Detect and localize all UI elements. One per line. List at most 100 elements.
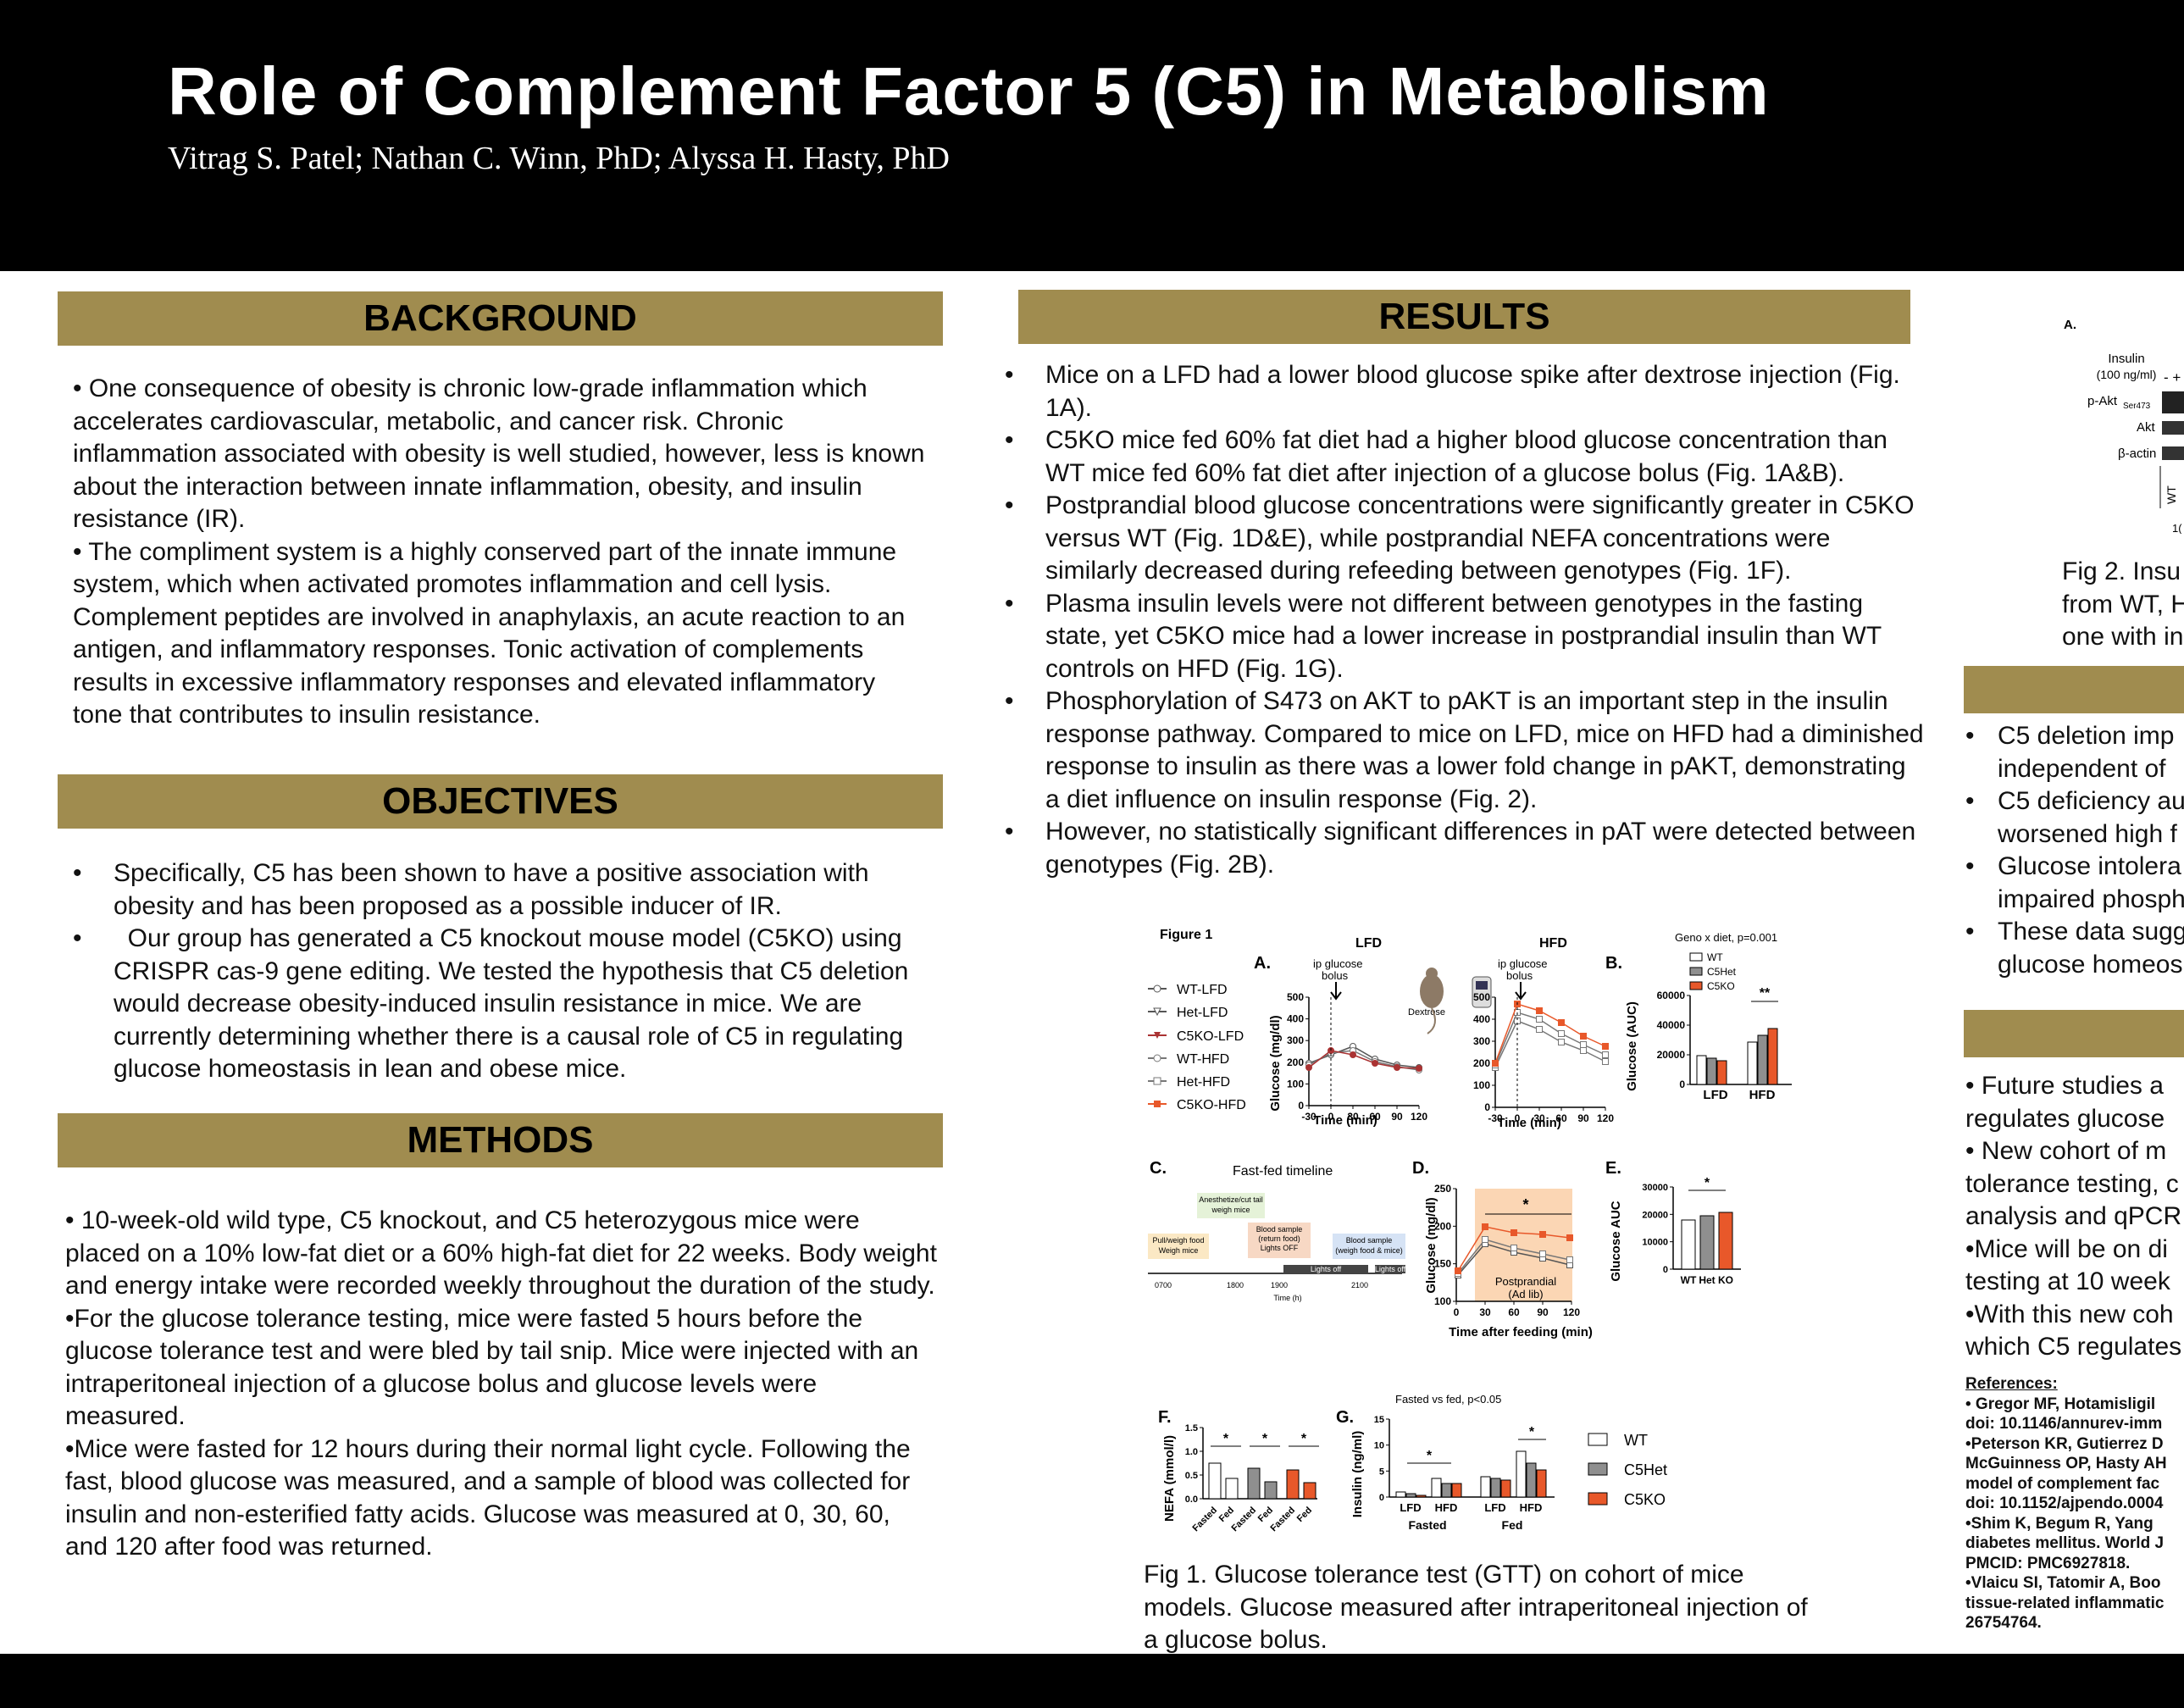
weigh-mice-label: weigh mice — [1211, 1206, 1250, 1214]
panel-a-ip-glucose: ip glucose — [1313, 957, 1363, 970]
data-point — [1537, 1027, 1543, 1033]
return-food-label: (return food) — [1258, 1234, 1300, 1243]
adlib-label: (Ad lib) — [1508, 1288, 1543, 1300]
figure-2-caption: Fig 2. Insu from WT, H one with in — [2062, 556, 2184, 654]
x-tick-label: WT — [1681, 1274, 1697, 1286]
data-point — [1540, 1251, 1546, 1257]
panel-a-axes: 0100200300400500-30 0 30 60 90 120 — [1287, 991, 1427, 1123]
time-h-label: Time (h) — [1273, 1294, 1301, 1302]
data-point — [1559, 1040, 1565, 1045]
lights-off-label: Lights OFF — [1261, 1244, 1299, 1252]
data-point — [1493, 1061, 1499, 1067]
y-tick-label: 100 — [1473, 1079, 1490, 1091]
panel-d-ylabel: Glucose (mg/dl) — [1424, 1197, 1438, 1293]
data-point — [1350, 1052, 1356, 1058]
figure-1: Figure 1 WT-LFD Het-LFD C5KO-LFD WT-HFD … — [1148, 919, 1893, 1546]
panel-a-bolus: bolus — [1322, 969, 1349, 982]
references-heading: References: — [1965, 1374, 2184, 1395]
results-list: • Mice on a LFD had a lower blood glucose… — [1045, 359, 1926, 881]
blood-sample2-label: Blood sample — [1346, 1236, 1393, 1245]
panel-e-label: E. — [1605, 1159, 1621, 1178]
dextrose-label: Dextrose — [1408, 1007, 1445, 1018]
bar — [1697, 1056, 1706, 1084]
panel-g-legend: WT C5Het C5KO — [1588, 1432, 1667, 1508]
bar — [1452, 1483, 1461, 1497]
panel-e-ylabel: Glucose AUC — [1609, 1201, 1623, 1281]
y-tick-label: 100 — [1287, 1078, 1304, 1090]
data-point — [1483, 1224, 1488, 1230]
methods-paragraph: • 10-week-old wild type, C5 knockout, an… — [65, 1205, 938, 1303]
bar — [1304, 1483, 1316, 1499]
fig2-caption-line: from WT, H — [2062, 589, 2184, 622]
list-item: • C5KO mice fed 60% fat diet had a higher… — [1045, 424, 1926, 490]
list-item: • However, no statistically significant d… — [1045, 816, 1926, 881]
data-point — [1603, 1052, 1609, 1058]
pull-food-label: Pull/weigh food — [1152, 1236, 1204, 1245]
y-tick-label: 60000 — [1657, 990, 1686, 1001]
list-item: • C5 deficiency au — [1964, 785, 2184, 818]
y-tick-label: 10000 — [1642, 1238, 1668, 1248]
fast-fed-title: Fast-fed timeline — [1233, 1164, 1333, 1178]
legend-g-c5het: C5Het — [1624, 1461, 1667, 1478]
future-line: which C5 regulates — [1965, 1331, 2184, 1364]
legend-wt: WT — [1707, 951, 1723, 963]
x-tick-label: KO — [1718, 1274, 1733, 1286]
methods-text: • 10-week-old wild type, C5 knockout, an… — [65, 1205, 938, 1564]
data-point — [1540, 1232, 1546, 1238]
y-tick-label: 0 — [1484, 1101, 1490, 1113]
reference-line: doi: 10.1146/annurev-imm — [1965, 1414, 2184, 1434]
x-tick-label: LFD — [1400, 1501, 1421, 1514]
figure1-label: Figure 1 — [1160, 928, 1212, 942]
bar — [1719, 1212, 1732, 1269]
bar — [1707, 1058, 1716, 1084]
reference-line: • Gregor MF, Hotamisligil — [1965, 1395, 2184, 1415]
x-tick-label: 0 — [1454, 1306, 1460, 1318]
y-tick-label: 500 — [1287, 991, 1304, 1003]
panel-c-label: C. — [1150, 1159, 1167, 1178]
time-2100: 2100 — [1351, 1281, 1368, 1289]
list-item: • Plasma insulin levels were not differen… — [1045, 588, 1926, 686]
panel-b-ylabel: Glucose (AUC) — [1625, 1001, 1639, 1091]
fig2-conc-label: (100 ng/ml) — [2097, 368, 2157, 381]
panel-b-hfd: HFD — [1749, 1088, 1776, 1102]
bar — [1416, 1495, 1426, 1497]
x-tick-label: LFD — [1484, 1501, 1505, 1514]
list-item: • Our group has generated a C5 knockout … — [114, 923, 910, 1086]
conclusions-heading-bar — [1964, 666, 2184, 713]
conclusions-text: • C5 deletion imp independent of • C5 defi… — [1964, 720, 2184, 981]
fig2-panel-label: A. — [2064, 318, 2076, 332]
bar — [1527, 1463, 1536, 1497]
bar — [1491, 1478, 1500, 1497]
panel-a-label: A. — [1254, 954, 1271, 973]
bar — [1209, 1463, 1221, 1499]
sig-star: * — [1301, 1432, 1307, 1446]
panel-a-hfd-xlabel: Time (min) — [1497, 1116, 1561, 1130]
fig2-caption-line: Fig 2. Insu — [2062, 556, 2184, 589]
poster-header: Role of Complement Factor 5 (C5) in Meta… — [0, 0, 2184, 271]
panel-b-legend: WT C5Het C5KO — [1690, 951, 1737, 992]
panel-e-chart: 0100002000030000WT Het KO* — [1642, 1176, 1741, 1286]
bar — [1442, 1483, 1451, 1497]
panel-a-xlabel: Time (min) — [1313, 1113, 1377, 1128]
poster-title: Role of Complement Factor 5 (C5) in Meta… — [168, 53, 1770, 130]
y-tick-label: 250 — [1434, 1183, 1451, 1195]
objectives-list: • Specifically, C5 has been shown to have… — [114, 857, 910, 1086]
x-tick-label: 90 — [1391, 1111, 1403, 1123]
panel-f-ylabel: NEFA (mmol/l) — [1162, 1435, 1177, 1522]
poster-authors: Vitrag S. Patel; Nathan C. Winn, PhD; Al… — [168, 140, 950, 177]
legend-wt-hfd: WT-HFD — [1177, 1052, 1229, 1067]
future-heading-bar — [1964, 1010, 2184, 1057]
references: References: • Gregor MF, Hotamisligil do… — [1965, 1374, 2184, 1633]
data-point — [1603, 1044, 1609, 1050]
y-tick-label: 0 — [1298, 1100, 1304, 1112]
data-point — [1372, 1061, 1378, 1067]
figure-2-blot: A. Insulin (100 ng/ml) - + p-Akt Ser473 … — [2059, 313, 2184, 534]
future-line: testing at 10 week — [1965, 1266, 2184, 1299]
bar — [1700, 1216, 1714, 1269]
data-point — [1511, 1230, 1517, 1236]
list-item: • C5 deletion imp — [1964, 720, 2184, 753]
data-point — [1394, 1065, 1400, 1071]
data-point — [1511, 1245, 1517, 1251]
x-tick-label: Fed — [1256, 1506, 1275, 1524]
methods-heading: METHODS — [58, 1113, 943, 1167]
